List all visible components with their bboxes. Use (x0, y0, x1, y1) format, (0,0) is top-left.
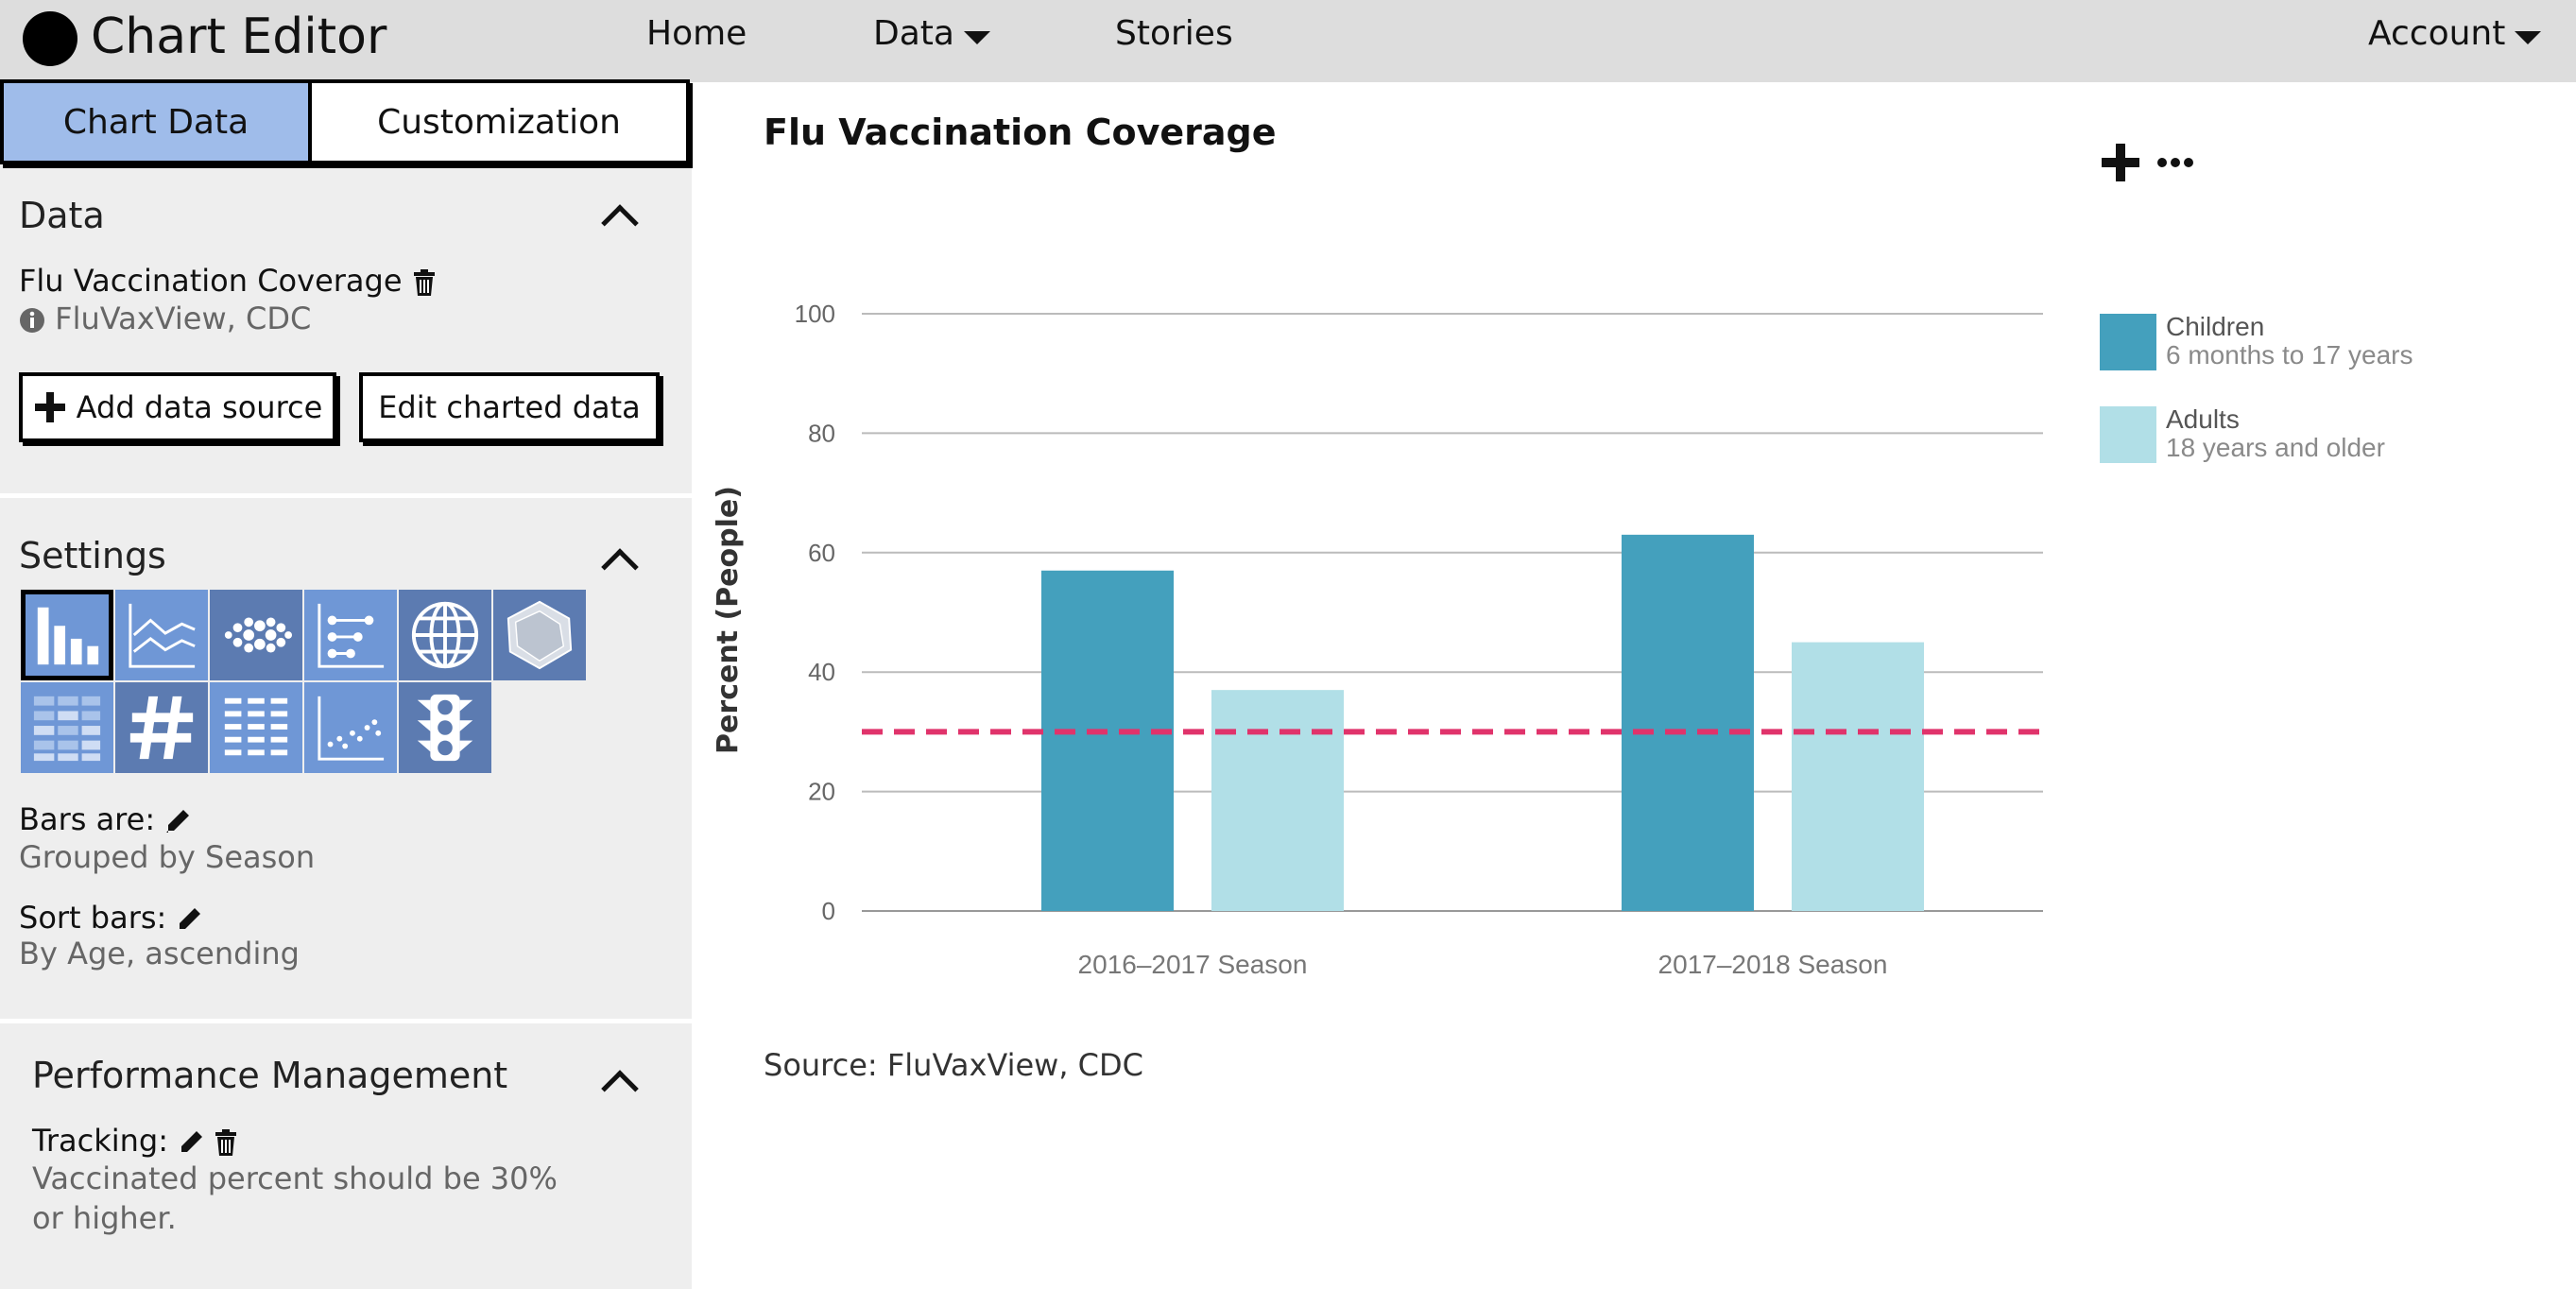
tracking-row: Tracking: (32, 1123, 238, 1159)
y-tick-label: 60 (808, 539, 835, 567)
caret-down-icon (2515, 31, 2542, 44)
bar-children (1041, 570, 1174, 911)
x-tick-label: 2016–2017 Season (1078, 950, 1308, 979)
trash-icon[interactable] (412, 268, 437, 297)
dataset-name: Flu Vaccination Coverage (19, 263, 403, 299)
nav-stories[interactable]: Stories (1115, 14, 1233, 53)
bubble-chart-icon[interactable] (210, 590, 302, 680)
info-icon (20, 308, 44, 333)
tracking-text-line1: Vaccinated percent should be 30% (32, 1160, 558, 1196)
add-data-source-button[interactable]: Add data source (19, 372, 336, 442)
logo-icon (23, 11, 77, 66)
dataset-name-row: Flu Vaccination Coverage (19, 263, 437, 299)
nav-account-label: Account (2368, 14, 2506, 53)
top-nav-bar: Chart Editor Home Data Stories Account (0, 0, 2576, 82)
sort-bars-label: Sort bars: (19, 900, 167, 936)
bar-chart: 0 20 40 60 80 100 Percent (People) 2016–2017 Se… (712, 300, 2043, 979)
traffic-light-icon[interactable] (399, 682, 491, 773)
tab-chart-data[interactable]: Chart Data (0, 79, 312, 164)
y-tick-label: 20 (808, 778, 835, 806)
chart-source: Source: FluVaxView, CDC (764, 1047, 1143, 1083)
y-tick-label: 0 (822, 897, 835, 925)
bar-adults (1792, 642, 1924, 911)
sort-bars-row: Sort bars: (19, 900, 202, 936)
plus-icon (34, 392, 65, 422)
caret-down-icon (963, 31, 990, 44)
section-divider (0, 1019, 692, 1023)
tracking-text-line2: or higher. (32, 1200, 177, 1236)
bars-are-row: Bars are: (19, 801, 191, 837)
line-chart-icon[interactable] (115, 590, 208, 680)
pencil-icon[interactable] (176, 906, 202, 933)
legend-label-children: Children (2166, 312, 2265, 341)
x-tick-label: 2017–2018 Season (1658, 950, 1888, 979)
y-tick-label: 80 (808, 419, 835, 447)
legend-desc-adults: 18 years and older (2166, 433, 2385, 462)
y-axis-label: Percent (People) (712, 486, 745, 754)
sort-bars-value: By Age, ascending (19, 936, 300, 971)
dataset-source-row: FluVaxView, CDC (19, 301, 311, 336)
bar-chart-icon[interactable] (21, 590, 113, 680)
edit-charted-data-button[interactable]: Edit charted data (359, 372, 660, 442)
y-tick-label: 100 (795, 300, 835, 328)
nav-account[interactable]: Account (2368, 8, 2542, 60)
y-tick-label: 40 (808, 658, 835, 686)
tracking-label: Tracking: (32, 1123, 168, 1159)
legend-label-adults: Adults (2166, 404, 2240, 434)
legend-swatch-adults (2100, 406, 2156, 463)
add-data-source-label: Add data source (76, 389, 323, 425)
heatmap-icon[interactable] (21, 682, 113, 773)
performance-section-title: Performance Management (32, 1055, 508, 1096)
trash-icon[interactable] (214, 1128, 238, 1157)
nav-data[interactable]: Data (873, 8, 990, 60)
legend-desc-children: 6 months to 17 years (2166, 340, 2413, 370)
scatter-plot-icon[interactable] (304, 682, 397, 773)
nav-data-label: Data (873, 14, 954, 53)
pencil-icon[interactable] (164, 808, 191, 834)
bar-children (1622, 534, 1754, 911)
bars-are-value: Grouped by Season (19, 839, 316, 875)
tab-customization[interactable]: Customization (308, 79, 690, 164)
app-title: Chart Editor (91, 9, 387, 65)
settings-section-title: Settings (19, 535, 166, 576)
data-section-title: Data (19, 195, 105, 236)
bar-adults (1211, 690, 1344, 911)
more-options-icon[interactable] (2156, 149, 2194, 176)
section-divider (0, 493, 692, 498)
pencil-icon[interactable] (178, 1129, 204, 1156)
number-icon[interactable] (115, 682, 208, 773)
radar-chart-icon[interactable] (493, 590, 586, 680)
dataset-source: FluVaxView, CDC (55, 301, 312, 336)
chart-title: Flu Vaccination Coverage (764, 112, 1277, 153)
nav-home[interactable]: Home (646, 14, 747, 53)
table-icon[interactable] (210, 682, 302, 773)
add-icon[interactable] (2100, 142, 2141, 183)
bars-are-label: Bars are: (19, 801, 156, 837)
map-icon[interactable] (399, 590, 491, 680)
legend-swatch-children (2100, 314, 2156, 370)
dot-plot-icon[interactable] (304, 590, 397, 680)
